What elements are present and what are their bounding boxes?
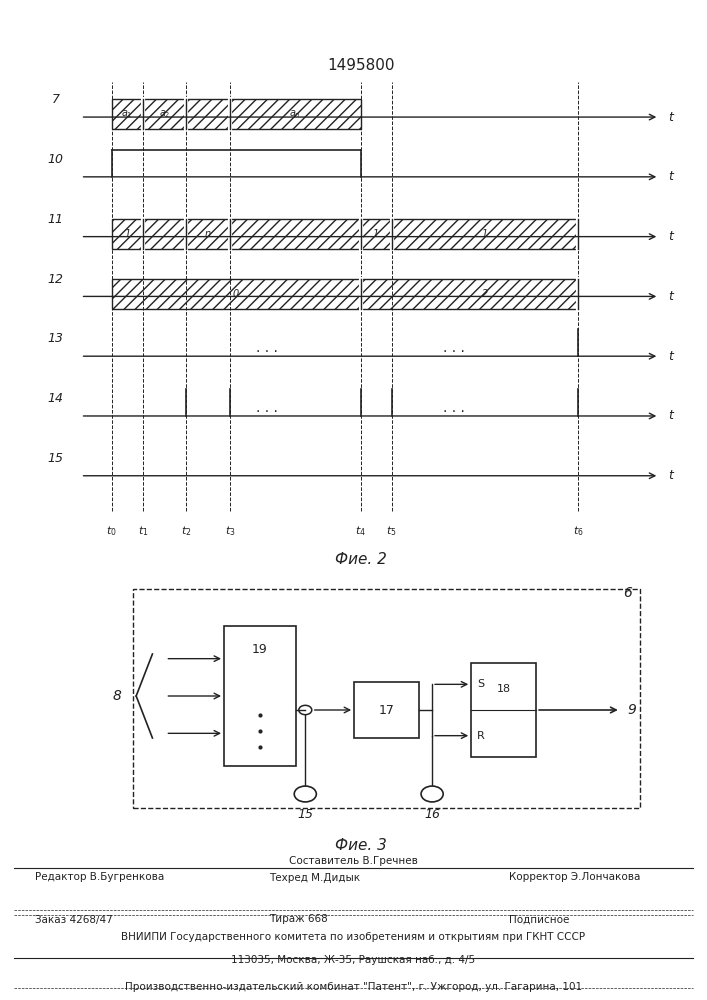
Text: 8: 8 — [112, 689, 121, 703]
Text: 1495800: 1495800 — [327, 58, 395, 73]
Text: t: t — [669, 290, 673, 303]
Text: $t_0$: $t_0$ — [106, 525, 117, 538]
Text: 15: 15 — [297, 808, 313, 821]
Text: $t_1$: $t_1$ — [138, 525, 148, 538]
Text: ВНИИПИ Государственного комитета по изобретениям и открытиям при ГКНТ СССР: ВНИИПИ Государственного комитета по изоб… — [122, 932, 585, 942]
Bar — [112, 99, 361, 129]
Text: . . .: . . . — [257, 341, 278, 355]
Bar — [354, 682, 419, 738]
Circle shape — [294, 786, 316, 802]
Text: 11: 11 — [47, 213, 64, 226]
Text: Фие. 2: Фие. 2 — [334, 552, 387, 567]
Text: Производственно-издательский комбинат "Патент", г. Ужгород, ул. Гагарина, 101: Производственно-издательский комбинат "П… — [125, 982, 582, 992]
Text: 14: 14 — [47, 392, 64, 405]
Text: 12: 12 — [47, 273, 64, 286]
Text: t: t — [669, 111, 673, 124]
Circle shape — [421, 786, 443, 802]
Text: 6: 6 — [623, 586, 631, 600]
Text: 10: 10 — [47, 153, 64, 166]
Text: 17: 17 — [379, 704, 395, 716]
Bar — [133, 589, 641, 808]
Bar — [471, 663, 536, 757]
Text: 2: 2 — [482, 289, 488, 299]
Text: t: t — [669, 409, 673, 422]
Text: $t_5$: $t_5$ — [386, 525, 397, 538]
Text: 15: 15 — [47, 452, 64, 465]
Text: Заказ 4268/47: Заказ 4268/47 — [35, 914, 113, 924]
Text: Тираж 668: Тираж 668 — [269, 914, 327, 924]
Text: $t_6$: $t_6$ — [573, 525, 584, 538]
Bar — [224, 626, 296, 766]
Text: 0: 0 — [233, 289, 239, 299]
Text: 1: 1 — [482, 229, 488, 239]
Text: Корректор Э.Лончакова: Корректор Э.Лончакова — [509, 872, 641, 882]
Text: t: t — [669, 469, 673, 482]
Text: $t_3$: $t_3$ — [225, 525, 235, 538]
Text: . . .: . . . — [443, 401, 464, 415]
Text: t: t — [669, 230, 673, 243]
Text: $a_1$: $a_1$ — [122, 108, 133, 120]
Text: t: t — [669, 170, 673, 183]
Text: 7: 7 — [52, 93, 59, 106]
Text: S: S — [477, 679, 484, 689]
Text: $t_4$: $t_4$ — [355, 525, 366, 538]
Bar — [112, 219, 578, 249]
Text: t: t — [669, 350, 673, 363]
Text: 9: 9 — [627, 703, 636, 717]
Text: $a_2$: $a_2$ — [159, 108, 170, 120]
Bar — [112, 279, 578, 309]
Text: 113035, Москва, Ж-35, Раушская наб., д. 4/5: 113035, Москва, Ж-35, Раушская наб., д. … — [231, 955, 476, 965]
Text: 1: 1 — [373, 229, 379, 239]
Text: 16: 16 — [424, 808, 440, 821]
Text: . . .: . . . — [257, 401, 278, 415]
Text: 13: 13 — [47, 332, 64, 345]
Text: $t_2$: $t_2$ — [181, 525, 192, 538]
Text: Фие. 3: Фие. 3 — [334, 838, 387, 853]
Text: 19: 19 — [252, 643, 268, 656]
Text: 18: 18 — [496, 684, 510, 694]
Text: Техред М.Дидык: Техред М.Дидык — [269, 872, 360, 883]
Text: $a_n$: $a_n$ — [289, 108, 301, 120]
Circle shape — [299, 705, 312, 715]
Text: Редактор В.Бугренкова: Редактор В.Бугренкова — [35, 872, 165, 882]
Text: 1: 1 — [124, 229, 130, 239]
Text: n: n — [205, 229, 211, 239]
Text: R: R — [477, 731, 485, 741]
Text: Составитель В.Гречнев: Составитель В.Гречнев — [289, 856, 418, 866]
Text: Подписное: Подписное — [509, 914, 569, 924]
Text: . . .: . . . — [443, 341, 464, 355]
